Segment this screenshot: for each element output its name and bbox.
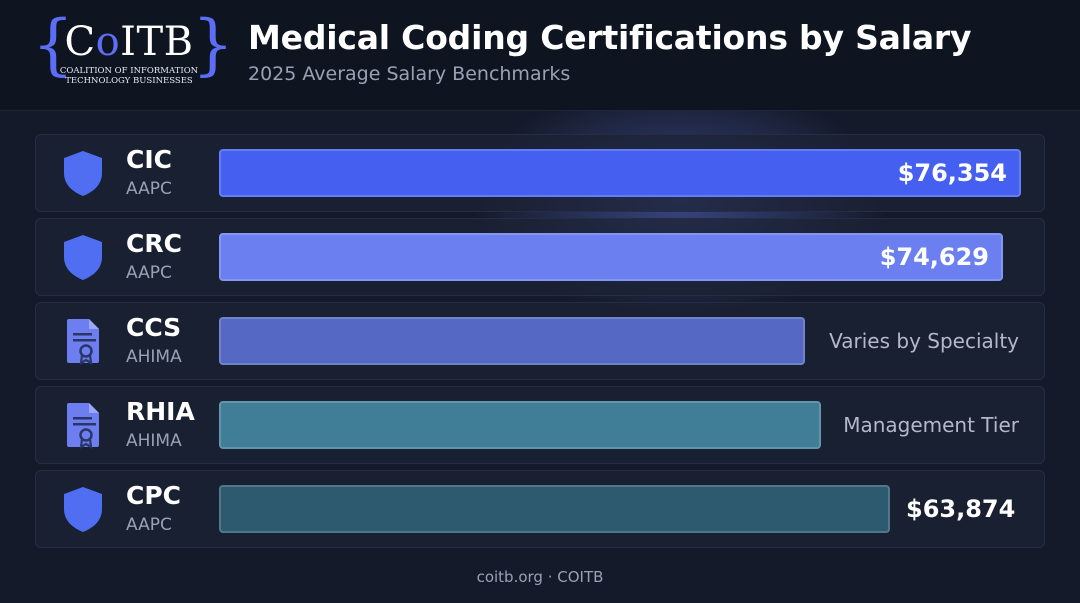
chart-row-rhia: RHIA AHIMA Management Tier bbox=[35, 386, 1045, 464]
logo-left-brace: { bbox=[32, 6, 74, 83]
logo-right-brace: } bbox=[192, 6, 234, 83]
salary-bar-rhia bbox=[219, 401, 821, 449]
certificate-icon bbox=[60, 317, 106, 366]
salary-note-label: Management Tier bbox=[843, 413, 1019, 437]
salary-value-label: $63,874 bbox=[906, 495, 1016, 523]
salary-bar-cic: $76,354 bbox=[219, 149, 1021, 197]
chart-row-cic: CIC AAPC $76,354 bbox=[35, 134, 1045, 212]
certification-name: RHIA bbox=[126, 397, 195, 426]
coitb-logo: { CoITB } COALITION OF INFORMATION TECHN… bbox=[32, 6, 234, 94]
shield-icon bbox=[60, 149, 106, 197]
certifying-body: AHIMA bbox=[126, 431, 182, 451]
shield-icon bbox=[60, 233, 106, 281]
header: { CoITB } COALITION OF INFORMATION TECHN… bbox=[0, 0, 1080, 111]
shield-icon bbox=[60, 485, 106, 533]
footer: coitb.org · COITB bbox=[476, 568, 604, 586]
chart-title: Medical Coding Certifications by Salary bbox=[248, 18, 972, 57]
chart-row-crc: CRC AAPC $74,629 bbox=[35, 218, 1045, 296]
certification-name: CIC bbox=[126, 145, 172, 174]
salary-bar-ccs bbox=[219, 317, 805, 365]
certifying-body: AHIMA bbox=[126, 347, 182, 367]
chart-row-cpc: CPC AAPC $63,874 bbox=[35, 470, 1045, 548]
salary-bar-cpc bbox=[219, 485, 890, 533]
certifying-body: AAPC bbox=[126, 515, 172, 535]
certifying-body: AAPC bbox=[126, 179, 172, 199]
salary-note-label: Varies by Specialty bbox=[829, 329, 1019, 353]
salary-bar-crc: $74,629 bbox=[219, 233, 1003, 281]
chart-subtitle: 2025 Average Salary Benchmarks bbox=[248, 63, 571, 85]
logo-wordmark: CoITB bbox=[64, 19, 194, 65]
certification-name: CCS bbox=[126, 313, 182, 342]
chart-row-ccs: CCS AHIMA Varies by Specialty bbox=[35, 302, 1045, 380]
salary-value-label: $76,354 bbox=[897, 159, 1007, 187]
certification-name: CRC bbox=[126, 229, 182, 258]
certification-name: CPC bbox=[126, 481, 182, 510]
salary-value-label: $74,629 bbox=[879, 243, 989, 271]
certificate-icon bbox=[60, 401, 106, 450]
certifying-body: AAPC bbox=[126, 263, 172, 283]
logo-tagline: COALITION OF INFORMATION TECHNOLOGY BUSI… bbox=[59, 66, 199, 86]
